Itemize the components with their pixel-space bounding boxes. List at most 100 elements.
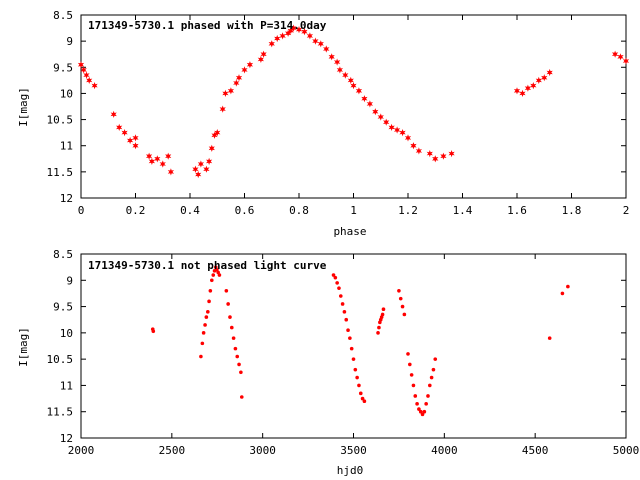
data-point [381,307,386,312]
data-point [334,58,341,66]
data-point [337,286,341,290]
data-point [424,402,428,406]
data-point [377,325,381,330]
data-point [211,273,216,277]
x-tick-label: 1 [350,204,357,217]
data-point [541,74,548,82]
data-point [257,55,264,63]
y-tick-label: 8.5 [53,248,73,261]
x-tick-label: 0 [78,204,85,217]
y-tick-label: 12 [60,432,73,445]
data-point [217,273,222,277]
data-point [229,325,234,330]
data-point [524,84,531,92]
data-point [358,391,363,396]
data-point [351,357,356,361]
data-point [201,331,206,335]
data-point [346,328,350,333]
data-point [366,100,373,108]
data-point [336,66,343,74]
data-point [333,275,338,280]
data-point [328,53,335,61]
data-point [203,323,207,327]
data-point [338,294,343,298]
data-point [260,50,267,58]
plot-frame [80,14,627,199]
data-point [148,157,155,165]
data-point [228,315,232,319]
data-point [219,105,226,113]
y-tick-label: 11.5 [47,406,74,419]
data-point [344,317,349,322]
y-tick-label: 12 [60,192,73,205]
x-tick-label: 1.4 [453,204,473,217]
data-point [342,310,347,314]
data-point [312,37,319,45]
data-point [408,362,412,367]
data-point [420,412,425,417]
data-point [350,82,357,90]
data-point [340,302,345,306]
data-point [342,71,349,79]
data-point [80,66,87,74]
data-point [200,341,205,346]
data-point [388,123,395,131]
y-tick-label: 8.5 [53,9,73,22]
x-axis-label: hjd0 [337,464,364,477]
x-tick-label: 1.8 [562,204,582,217]
data-point [413,394,418,398]
x-tick-label: 1.6 [507,204,527,217]
data-point [154,155,161,163]
x-tick-label: 3500 [340,444,367,457]
data-point [380,312,385,317]
data-point [167,168,174,176]
y-tick-label: 11.5 [47,166,74,179]
data-point [415,147,422,155]
data-point [208,144,215,152]
data-point [301,28,308,36]
data-point [406,352,410,356]
data-point [399,129,406,137]
x-tick-label: 2500 [159,444,186,457]
x-axis-ticks: 2000 2500 3000 3500 4000 4500 5000 [68,254,639,457]
data-point [279,32,286,40]
data-point [431,367,436,372]
data-point [206,157,213,165]
data-point [362,399,367,404]
data-point [91,82,98,90]
data-point [197,160,204,168]
data-point [433,357,438,361]
data-point [402,312,407,317]
y-axis-ticks: 8.5 9 9.5 10 10.5 11 11.5 12 [47,248,626,445]
data-point [204,315,209,319]
data-point [206,310,210,314]
data-point [165,152,172,160]
data-point [203,165,210,173]
data-point [208,289,213,293]
x-tick-label: 3000 [249,444,276,457]
data-point [195,170,202,179]
data-point [323,45,330,53]
y-axis-label: I[mag] [17,327,30,367]
data-point [418,409,423,414]
data-point [560,291,565,296]
data-point [622,57,630,65]
data-point [530,82,537,90]
data-point [151,329,156,334]
data-point [210,278,214,283]
y-tick-label: 9 [66,35,73,48]
data-point [77,61,85,69]
data-point [241,66,248,74]
data-point [274,34,281,43]
data-point [519,89,526,97]
data-point [132,134,139,142]
data-point [86,76,93,84]
y-tick-label: 11 [60,379,73,392]
data-point [146,152,153,160]
data-point [426,150,433,158]
x-tick-label: 2 [623,204,630,217]
data-point [617,53,624,61]
data-point [448,150,455,158]
data-point [397,289,401,293]
y-tick-label: 10.5 [47,353,74,366]
